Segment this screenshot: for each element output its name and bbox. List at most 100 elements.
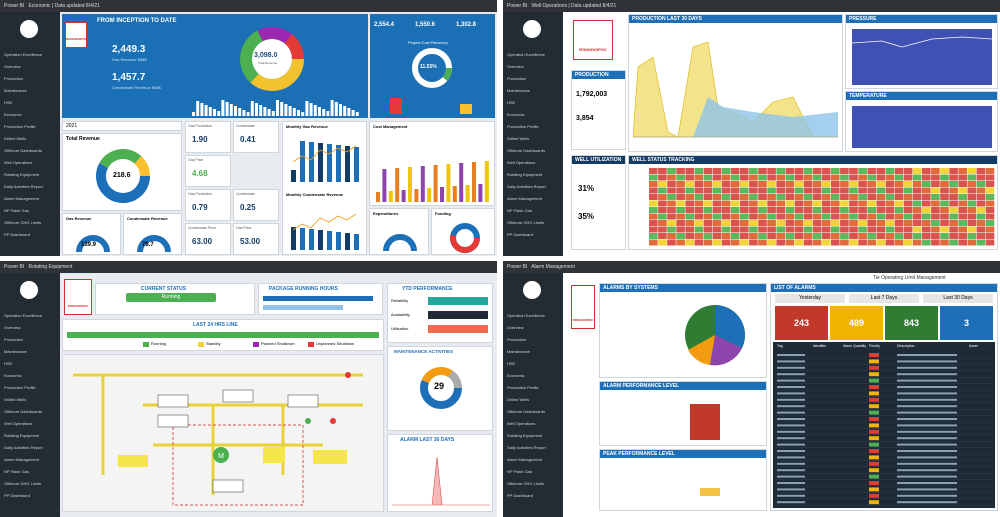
nav-item[interactable]: Well Operations bbox=[507, 160, 536, 165]
decor bbox=[940, 226, 949, 233]
tab[interactable]: Yesterday bbox=[775, 294, 845, 303]
nav-item[interactable]: NP Flash Gas bbox=[507, 208, 532, 213]
nav-item[interactable]: Alarm Management bbox=[4, 457, 39, 462]
decor bbox=[658, 226, 667, 233]
nav-item[interactable]: Overview bbox=[4, 64, 21, 69]
nav-item[interactable]: Production Profile bbox=[507, 124, 539, 129]
nav-item[interactable]: Production bbox=[507, 76, 527, 81]
nav-item[interactable]: Drilled Wells bbox=[4, 397, 27, 402]
decor bbox=[897, 379, 957, 382]
year-select[interactable]: 2021 bbox=[62, 121, 182, 131]
nav-item[interactable]: Operation Excellence bbox=[4, 313, 43, 318]
nav-item[interactable]: Production bbox=[4, 76, 24, 81]
nav-item[interactable]: Offshore GHG Limits bbox=[4, 220, 42, 225]
nav-item[interactable]: Maintenance bbox=[4, 349, 27, 354]
nav-item[interactable]: Offshore Dashboards bbox=[507, 148, 545, 153]
nav-item[interactable]: Operation Excellence bbox=[507, 52, 546, 57]
nav-item[interactable]: Rotating Equipment bbox=[507, 433, 543, 438]
decor bbox=[794, 181, 804, 187]
cost-management: Cost Management bbox=[369, 121, 495, 206]
decor bbox=[712, 239, 722, 246]
nav-item[interactable]: PP Dashboard bbox=[507, 232, 533, 237]
decor bbox=[897, 354, 957, 356]
tab[interactable]: Last 7 Days bbox=[849, 294, 919, 303]
nav-item[interactable]: Drilled Wells bbox=[507, 397, 530, 402]
nav-item[interactable]: Alarm Management bbox=[4, 196, 39, 201]
nav-item[interactable]: Well Operations bbox=[507, 421, 536, 426]
nav-item[interactable]: Daily Activities Report bbox=[4, 184, 43, 189]
nav-item[interactable]: Daily Activities Report bbox=[507, 184, 546, 189]
nav-item[interactable]: HSE bbox=[4, 100, 13, 105]
decor bbox=[903, 207, 913, 213]
nav-item[interactable]: Well Operations bbox=[4, 160, 33, 165]
decor bbox=[776, 207, 785, 213]
nav-item[interactable]: Operation Excellence bbox=[507, 313, 546, 318]
nav-item[interactable]: Well Operations bbox=[4, 421, 33, 426]
nav-item[interactable]: Offshore Dashboards bbox=[4, 409, 42, 414]
decor bbox=[777, 360, 805, 363]
nav-item[interactable]: Overview bbox=[507, 325, 524, 330]
nav-item[interactable]: HSE bbox=[507, 361, 516, 366]
decor bbox=[894, 181, 904, 187]
nav-item[interactable]: Economic bbox=[507, 373, 525, 378]
decor bbox=[749, 168, 758, 174]
nav-item[interactable]: Production Profile bbox=[507, 385, 539, 390]
nav-item[interactable]: Production bbox=[4, 337, 24, 342]
decor bbox=[869, 417, 879, 421]
nav-item[interactable]: Offshore GHG Limits bbox=[507, 481, 545, 486]
decor bbox=[658, 213, 667, 220]
nav-item[interactable]: NP Flash Gas bbox=[4, 469, 29, 474]
nav-item[interactable]: Rotating Equipment bbox=[4, 433, 40, 438]
nav-item[interactable]: Maintenance bbox=[507, 349, 530, 354]
gauge bbox=[412, 48, 452, 88]
nav-item[interactable]: Alarm Management bbox=[507, 196, 542, 201]
decor bbox=[667, 220, 676, 226]
nav-item[interactable]: HSE bbox=[507, 100, 516, 105]
nav-item[interactable]: Maintenance bbox=[4, 88, 27, 93]
decor bbox=[869, 436, 879, 441]
decor bbox=[309, 142, 314, 182]
nav-item[interactable]: Overview bbox=[507, 64, 524, 69]
tab[interactable]: Last 30 Days bbox=[923, 294, 993, 303]
nav-item[interactable]: Offshore Dashboards bbox=[4, 148, 42, 153]
nav-item[interactable]: Daily Activities Report bbox=[4, 445, 43, 450]
nav-item[interactable]: Maintenance bbox=[507, 88, 530, 93]
decor bbox=[803, 187, 813, 194]
nav-item[interactable]: Offshore Dashboards bbox=[507, 409, 545, 414]
decor bbox=[649, 168, 658, 174]
nav-item[interactable]: Alarm Management bbox=[507, 457, 542, 462]
report-name: Rotating Equipment bbox=[28, 264, 73, 270]
nav-item[interactable]: Economic bbox=[4, 112, 22, 117]
nav-item[interactable]: Economic bbox=[4, 373, 22, 378]
box-title: PACKAGE RUNNING HOURS bbox=[269, 286, 338, 292]
nav-item[interactable]: NP Flash Gas bbox=[4, 208, 29, 213]
nav-item[interactable]: Production Profile bbox=[4, 385, 36, 390]
nav-item[interactable]: Offshore GHG Limits bbox=[4, 481, 42, 486]
nav-item[interactable]: Rotating Equipment bbox=[4, 172, 40, 177]
nav-item[interactable]: Rotating Equipment bbox=[507, 172, 543, 177]
nav-item[interactable]: Operation Excellence bbox=[4, 52, 43, 57]
nav-item[interactable]: Production bbox=[507, 337, 527, 342]
decor bbox=[849, 174, 858, 181]
nav-item[interactable]: Drilled Wells bbox=[507, 136, 530, 141]
kpi: 1,457.7 bbox=[112, 72, 146, 83]
box-title: PRODUCTION LAST 30 DAYS bbox=[629, 15, 842, 23]
nav-item[interactable]: PP Dashboard bbox=[4, 232, 30, 237]
decor bbox=[758, 233, 767, 239]
nav-item[interactable]: Overview bbox=[4, 325, 21, 330]
nav-item[interactable]: NP Flash Gas bbox=[507, 469, 532, 474]
decor bbox=[949, 226, 958, 233]
nav-item[interactable]: Offshore GHG Limits bbox=[507, 220, 545, 225]
decor bbox=[649, 200, 658, 207]
decor bbox=[985, 200, 995, 207]
nav-item[interactable]: Economic bbox=[507, 112, 525, 117]
nav-item[interactable]: HSE bbox=[4, 361, 13, 366]
decor bbox=[803, 213, 813, 220]
decor bbox=[940, 174, 949, 181]
nav-item[interactable]: Drilled Wells bbox=[4, 136, 27, 141]
decor bbox=[876, 174, 886, 181]
nav-item[interactable]: Daily Activities Report bbox=[507, 445, 546, 450]
nav-item[interactable]: Production Profile bbox=[4, 124, 36, 129]
nav-item[interactable]: PP Dashboard bbox=[4, 493, 30, 498]
nav-item[interactable]: PP Dashboard bbox=[507, 493, 533, 498]
